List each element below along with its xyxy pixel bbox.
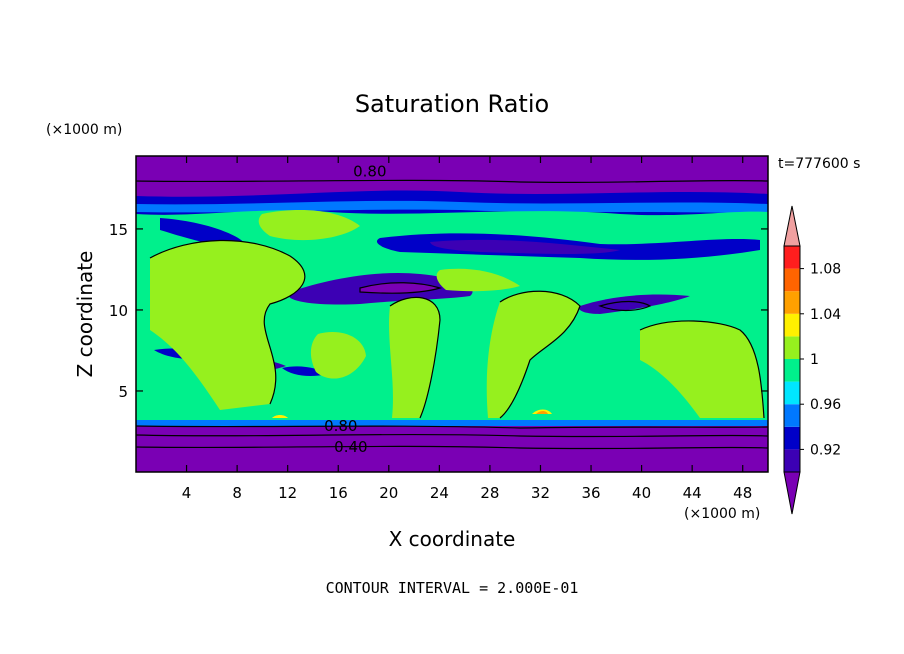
x-tick-label: 16 (329, 484, 348, 502)
colorbar-segment (784, 246, 800, 269)
y-tick-label: 5 (118, 383, 128, 401)
y-axis: 5 10 15 (109, 221, 768, 401)
contour-label: 0.80 (353, 163, 386, 181)
chart-title: Saturation Ratio (355, 90, 549, 118)
x-tick-label: 8 (232, 484, 242, 502)
colorbar-segment (784, 268, 800, 292)
x-axis-units: (×1000 m) (684, 506, 760, 522)
colorbar-segment (784, 313, 800, 337)
contour-label: 0.40 (334, 438, 367, 456)
colorbar-segment (784, 426, 800, 450)
colorbar-segment (784, 291, 800, 314)
plot-field (136, 156, 768, 472)
colorbar-label: 0.96 (810, 397, 841, 413)
colorbar-segment (784, 381, 800, 405)
x-axis-label: X coordinate (389, 527, 516, 551)
colorbar-segment (784, 449, 800, 472)
colorbar-segment (784, 336, 800, 359)
time-label: t=777600 s (778, 156, 860, 172)
x-tick-label: 36 (581, 484, 600, 502)
y-axis-label: Z coordinate (73, 251, 97, 378)
colorbar-label: 1.08 (810, 262, 841, 278)
colorbar-label: 1.04 (810, 307, 841, 323)
y-tick-label: 10 (109, 302, 128, 320)
x-tick-label: 40 (632, 484, 651, 502)
colorbar-segment (784, 359, 800, 382)
colorbar-segment (784, 404, 800, 427)
colorbar-label: 1 (810, 352, 819, 368)
y-axis-units: (×1000 m) (46, 122, 122, 138)
x-tick-label: 48 (733, 484, 752, 502)
x-tick-label: 44 (683, 484, 702, 502)
colorbar: 0.92 0.96 1 1.04 1.08 (783, 205, 841, 515)
contour-interval-footer: CONTOUR INTERVAL = 2.000E-01 (326, 579, 579, 597)
contour-label: 0.80 (324, 417, 357, 435)
x-tick-label: 32 (531, 484, 550, 502)
colorbar-max-arrow (783, 205, 801, 247)
colorbar-min-arrow (783, 471, 801, 515)
x-axis: 4 8 12 16 20 24 28 32 36 40 44 48 (182, 156, 752, 502)
x-tick-label: 28 (480, 484, 499, 502)
colorbar-label: 0.92 (810, 442, 841, 458)
x-tick-label: 12 (278, 484, 297, 502)
contour-labels: 0.80 0.80 0.40 (324, 163, 386, 456)
x-tick-label: 24 (430, 484, 449, 502)
x-tick-label: 20 (379, 484, 398, 502)
x-tick-label: 4 (182, 484, 192, 502)
plot-frame (135, 155, 769, 473)
y-tick-label: 15 (109, 221, 128, 239)
